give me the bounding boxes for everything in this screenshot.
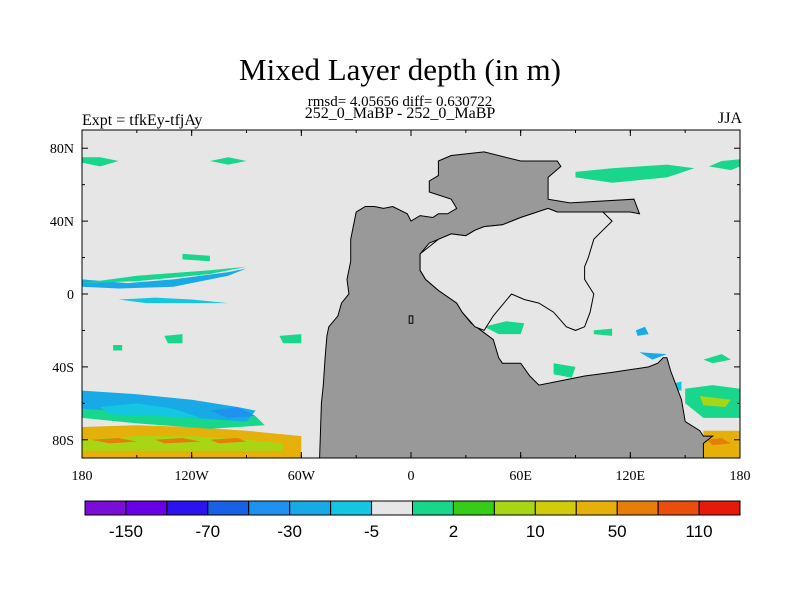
inland-sea — [419, 207, 613, 332]
colorbar-label: -70 — [196, 522, 221, 541]
colorbar-label: 50 — [608, 522, 627, 541]
colorbar-label: -30 — [277, 522, 302, 541]
colorbar-label: -150 — [109, 522, 143, 541]
axes: 180 120W 60W 0 60E 120E 180 80N 40N 0 40S 80S — [50, 130, 751, 484]
anomaly-patch — [91, 438, 137, 444]
anomaly-patch — [182, 253, 210, 262]
colorbar-swatch — [84, 500, 127, 516]
y-tick-label: 80N — [50, 142, 74, 157]
y-tick-label: 40N — [50, 215, 74, 230]
colorbar-swatch — [330, 500, 373, 516]
anomaly-patch — [553, 363, 576, 378]
anomaly-patch — [593, 328, 613, 336]
colorbar-swatch — [575, 500, 618, 516]
y-tick-label: 40S — [52, 361, 74, 376]
anomaly-patch — [209, 438, 247, 444]
colorbar-swatch — [289, 500, 332, 516]
colorbar-swatch — [616, 500, 659, 516]
colorbar-label: 110 — [686, 522, 713, 541]
colorbar-swatch — [657, 500, 700, 516]
y-tick-label: 0 — [67, 288, 74, 303]
anomaly-patch — [155, 438, 201, 444]
anomaly-patch — [100, 403, 201, 418]
colorbar-swatch — [248, 500, 291, 516]
colorbar-swatch — [493, 500, 536, 516]
anomaly-patch — [575, 164, 695, 183]
colorbar-swatch — [371, 500, 413, 516]
x-tick-label: 180 — [730, 469, 751, 484]
left-label: Expt = tfkEy-tfjAy — [82, 112, 203, 129]
anomaly-patch — [635, 326, 649, 336]
anomaly-patch — [113, 345, 123, 351]
anomaly-patch — [707, 438, 731, 446]
anomaly-patch — [82, 390, 256, 422]
colorbar-label: -5 — [364, 522, 379, 541]
colorbar-swatch — [166, 500, 209, 516]
colorbar: -150 -70 -30 -5 2 10 50 110 — [84, 500, 741, 541]
colorbar-swatch — [534, 500, 577, 516]
anomaly-patch — [484, 321, 525, 335]
colorbar-swatch — [412, 500, 454, 516]
x-tick-label: 180 — [72, 469, 93, 484]
colorbar-label: 10 — [526, 522, 545, 541]
anomaly-patch — [209, 157, 247, 165]
colorbar-swatch — [207, 500, 250, 516]
anomaly-patch — [118, 297, 229, 304]
anomaly-patch — [703, 430, 740, 458]
colorbar-swatch — [452, 500, 495, 516]
anomaly-patch — [82, 157, 119, 167]
chart-title: Mixed Layer depth (in m) — [239, 52, 561, 87]
anomaly-patch — [708, 159, 740, 171]
island — [408, 315, 414, 324]
colorbar-swatch — [698, 500, 741, 516]
x-tick-label: 120W — [175, 469, 210, 484]
x-tick-label: 60E — [509, 469, 532, 484]
colorbar-swatch — [125, 500, 168, 516]
x-tick-label: 60W — [288, 469, 316, 484]
x-tick-label: 120E — [616, 469, 646, 484]
chart-subtitle: rmsd= 4.05656 diff= 0.630722 — [307, 94, 493, 110]
anomaly-patch — [703, 354, 731, 364]
plot-features — [82, 151, 740, 458]
anomaly-patch — [209, 407, 256, 418]
anomaly-patch — [279, 334, 302, 344]
y-tick-label: 80S — [52, 434, 74, 449]
anomaly-patch — [699, 396, 731, 407]
x-tick-label: 0 — [408, 469, 415, 484]
anomaly-patch — [639, 352, 667, 360]
experiment-label: 252_0_MaBP - 252_0_MaBP — [304, 105, 496, 122]
anomaly-patch — [82, 268, 247, 289]
anomaly-patch — [82, 266, 247, 284]
season-label: JJA — [717, 110, 742, 127]
colorbar-label: 2 — [449, 522, 458, 541]
anomaly-patch — [164, 334, 183, 344]
